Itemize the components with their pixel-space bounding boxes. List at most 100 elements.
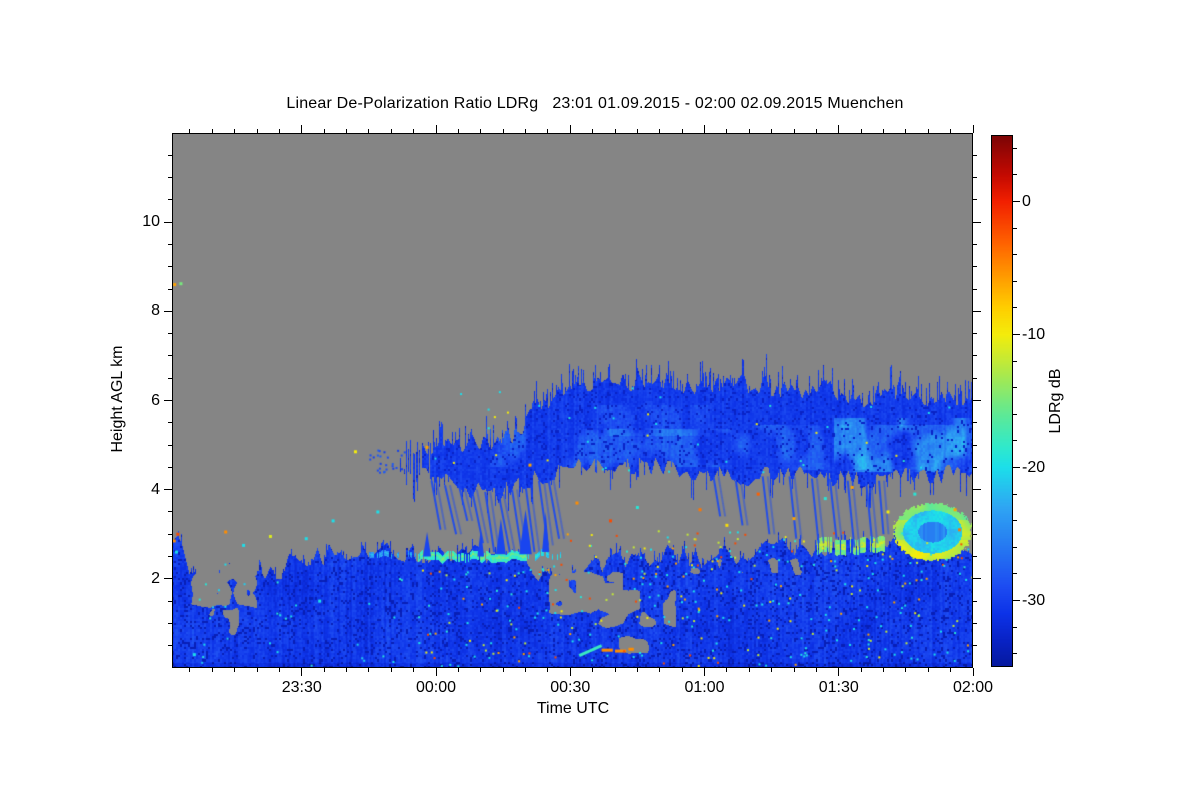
y-axis-major-tick bbox=[164, 221, 172, 223]
y-axis-minor-tick bbox=[168, 600, 172, 602]
colorbar-minor-tick bbox=[1013, 387, 1017, 389]
colorbar-minor-tick bbox=[1013, 546, 1017, 548]
x-axis-minor-tick bbox=[390, 668, 392, 672]
y-axis-major-tick bbox=[164, 400, 172, 401]
y-axis-minor-tick bbox=[168, 377, 172, 379]
y-axis-right-minor-tick bbox=[973, 444, 977, 446]
colorbar-tick-label: -20 bbox=[1022, 458, 1046, 476]
x-axis-minor-tick bbox=[480, 668, 482, 672]
y-axis-right-minor-tick bbox=[973, 355, 977, 357]
x-axis-major-tick bbox=[301, 668, 303, 676]
y-axis-minor-tick bbox=[168, 556, 172, 558]
y-axis-right-minor-tick bbox=[973, 243, 977, 245]
y-axis-right-minor-tick bbox=[973, 600, 977, 602]
x-axis-minor-tick bbox=[368, 668, 370, 672]
y-axis-right-minor-tick bbox=[973, 645, 977, 647]
x-axis-minor-tick bbox=[547, 668, 549, 672]
x-axis-top-minor-tick bbox=[368, 129, 370, 133]
x-axis-tick-label: 01:00 bbox=[684, 679, 725, 696]
y-axis-minor-tick bbox=[168, 466, 172, 468]
colorbar-minor-tick bbox=[1013, 573, 1017, 575]
plot-title: Linear De-Polarization Ratio LDRg 23:01 … bbox=[286, 95, 904, 112]
y-axis-label: Height AGL km bbox=[109, 345, 126, 453]
colorbar-major-tick bbox=[1013, 467, 1020, 468]
x-axis-top-major-tick bbox=[838, 125, 840, 133]
x-axis-minor-tick bbox=[413, 668, 415, 672]
x-axis-top-minor-tick bbox=[390, 129, 392, 133]
x-axis-top-minor-tick bbox=[614, 129, 616, 133]
x-axis-top-major-tick bbox=[569, 125, 571, 133]
y-axis-right-minor-tick bbox=[973, 511, 977, 513]
x-axis-top-minor-tick bbox=[905, 129, 907, 133]
y-axis-right-minor-tick bbox=[973, 466, 977, 468]
y-axis-minor-tick bbox=[168, 333, 172, 335]
x-axis-top-minor-tick bbox=[815, 129, 817, 133]
colorbar-minor-tick bbox=[1013, 520, 1017, 522]
y-axis-major-tick bbox=[164, 578, 172, 580]
x-axis-tick-label: 02:00 bbox=[952, 679, 994, 696]
y-axis-right-minor-tick bbox=[973, 377, 977, 379]
x-axis-tick-label: 00:00 bbox=[415, 679, 457, 696]
x-axis-top-minor-tick bbox=[413, 129, 415, 133]
y-axis-right-major-tick bbox=[973, 578, 981, 580]
y-axis-minor-tick bbox=[168, 645, 172, 647]
x-axis-top-minor-tick bbox=[748, 129, 750, 133]
x-axis-minor-tick bbox=[883, 668, 884, 672]
x-axis-top-minor-tick bbox=[927, 129, 929, 133]
y-axis-right-minor-tick bbox=[973, 288, 977, 290]
x-axis-tick-label: 00:30 bbox=[550, 679, 591, 696]
colorbar-minor-tick bbox=[1013, 174, 1017, 176]
colorbar-minor-tick bbox=[1013, 147, 1017, 149]
y-axis-minor-tick bbox=[168, 622, 172, 624]
colorbar-minor-tick bbox=[1013, 227, 1017, 229]
y-axis-tick-label: 2 bbox=[151, 569, 160, 587]
colorbar-minor-tick bbox=[1013, 493, 1017, 495]
x-axis-top-minor-tick bbox=[592, 129, 594, 133]
x-axis-tick-label: 23:30 bbox=[281, 679, 322, 696]
x-axis-minor-tick bbox=[525, 668, 526, 672]
y-axis-minor-tick bbox=[168, 355, 172, 357]
colorbar-major-tick bbox=[1013, 201, 1020, 202]
colorbar-tick-label: -30 bbox=[1022, 591, 1046, 609]
x-axis-top-minor-tick bbox=[323, 129, 325, 133]
y-axis-minor-tick bbox=[168, 199, 172, 201]
x-axis-minor-tick bbox=[726, 668, 728, 672]
colorbar-minor-tick bbox=[1013, 440, 1017, 442]
y-axis-right-minor-tick bbox=[973, 333, 977, 335]
x-axis-top-minor-tick bbox=[234, 129, 236, 133]
x-axis-top-minor-tick bbox=[860, 129, 862, 133]
y-axis-right-major-tick bbox=[973, 400, 981, 401]
y-axis-minor-tick bbox=[168, 288, 172, 290]
colorbar-label: LDRg dB bbox=[1047, 368, 1064, 434]
y-axis-major-tick bbox=[164, 310, 172, 312]
x-axis-top-major-tick bbox=[972, 125, 974, 133]
x-axis-major-tick bbox=[569, 668, 571, 676]
x-axis-label: Time UTC bbox=[536, 700, 610, 717]
x-axis-tick-label: 01:30 bbox=[818, 679, 859, 696]
x-axis-minor-tick bbox=[636, 668, 638, 672]
y-axis-tick-label: 8 bbox=[151, 302, 160, 320]
x-axis-top-minor-tick bbox=[189, 129, 191, 133]
x-axis-minor-tick bbox=[189, 668, 191, 672]
y-axis-minor-tick bbox=[168, 422, 172, 424]
y-axis-right-minor-tick bbox=[973, 622, 977, 624]
colorbar-gradient-canvas bbox=[991, 135, 1013, 667]
x-axis-top-minor-tick bbox=[211, 129, 213, 133]
x-axis-minor-tick bbox=[323, 668, 325, 672]
x-axis-major-tick bbox=[838, 668, 840, 676]
y-axis-right-minor-tick bbox=[973, 556, 977, 558]
x-axis-major-tick bbox=[972, 668, 974, 676]
y-axis-minor-tick bbox=[168, 444, 172, 446]
x-axis-top-minor-tick bbox=[793, 129, 795, 133]
x-axis-top-major-tick bbox=[435, 125, 437, 133]
colorbar-minor-tick bbox=[1013, 413, 1017, 415]
x-axis-minor-tick bbox=[815, 668, 817, 672]
x-axis-minor-tick bbox=[905, 668, 907, 672]
x-axis-minor-tick bbox=[346, 668, 348, 672]
x-axis-top-minor-tick bbox=[771, 129, 773, 133]
colorbar-minor-tick bbox=[1013, 653, 1017, 655]
y-axis-right-minor-tick bbox=[973, 154, 977, 156]
x-axis-top-minor-tick bbox=[480, 129, 482, 133]
x-axis-top-minor-tick bbox=[547, 129, 549, 133]
y-axis-minor-tick bbox=[168, 533, 172, 535]
